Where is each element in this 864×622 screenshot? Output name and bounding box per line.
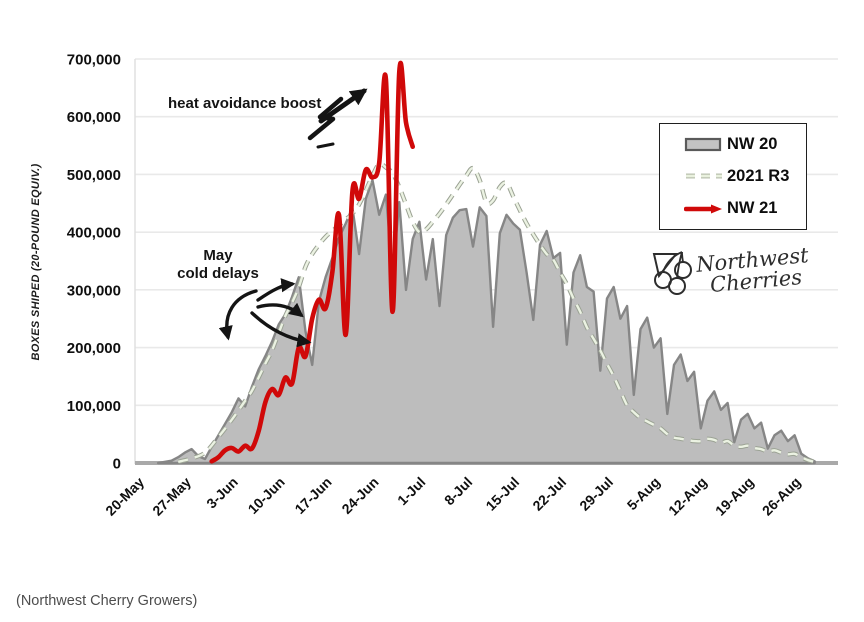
- nw20-area: [156, 179, 816, 465]
- x-tick-label: 24-Jun: [338, 474, 381, 517]
- y-tick-label: 700,000: [67, 52, 121, 69]
- may-arrow-e: [256, 302, 304, 318]
- x-tick-label: 29-Jul: [576, 474, 616, 514]
- x-tick-label: 12-Aug: [665, 474, 710, 519]
- x-tick-label: 20-May: [102, 474, 147, 519]
- x-tick-label: 15-Jul: [482, 474, 522, 514]
- legend-label-2021r3: 2021 R3: [727, 166, 790, 185]
- y-tick-label: 300,000: [67, 282, 121, 299]
- chart-series: [156, 60, 816, 465]
- y-tick-label: 200,000: [67, 340, 121, 357]
- northwest-cherries-logo: Northwest Cherries: [646, 243, 826, 306]
- legend-item-nw21: NW 21: [684, 199, 802, 218]
- legend-item-2021r3: 2021 R3: [684, 167, 802, 186]
- x-axis-labels: 20-May 27-May 3-Jun 10-Jun 17-Jun 24-Jun 1-Jul…: [102, 474, 803, 519]
- annotation-arrows: [218, 88, 368, 348]
- x-tick-label: 17-Jun: [291, 474, 334, 517]
- y-tick-label: 600,000: [67, 109, 121, 126]
- r3-swatch-icon: [686, 173, 722, 179]
- heat-dash: [316, 142, 335, 149]
- x-tick-label: 27-May: [149, 474, 194, 519]
- heat-arrow: [318, 88, 368, 124]
- x-tick-label: 5-Aug: [624, 474, 663, 513]
- annotation-may-cold-delays: May cold delays: [148, 247, 288, 283]
- cherries-icon: [652, 251, 692, 295]
- y-tick-label: 400,000: [67, 225, 121, 242]
- x-tick-label: 8-Jul: [441, 474, 475, 508]
- legend: NW 20 2021 R3 NW 21: [659, 123, 807, 230]
- x-tick-label: 10-Jun: [245, 474, 288, 517]
- nw21-line: [209, 60, 415, 464]
- x-tick-label: 22-Jul: [529, 474, 569, 514]
- legend-label-nw20: NW 20: [727, 134, 778, 153]
- annotation-heat-avoidance: heat avoidance boost: [168, 95, 322, 112]
- x-tick-label: 19-Aug: [712, 474, 757, 519]
- annotation-may-line1: May: [203, 247, 233, 264]
- y-tick-label: 500,000: [67, 167, 121, 184]
- nw21-swatch-icon: [684, 204, 722, 214]
- x-tick-label: 1-Jul: [394, 474, 428, 508]
- may-arrow-down: [218, 289, 258, 341]
- may-arrow-se: [250, 311, 312, 348]
- may-arrow-ne: [256, 278, 296, 302]
- y-tick-label: 100,000: [67, 398, 121, 415]
- x-tick-label: 3-Jun: [203, 474, 241, 512]
- nw20-swatch-icon: [684, 138, 722, 152]
- source-caption: (Northwest Cherry Growers): [16, 593, 198, 609]
- annotation-may-line2: cold delays: [177, 265, 259, 282]
- r3-dashed-line-highlight: [177, 162, 815, 463]
- y-tick-label: 0: [113, 456, 121, 473]
- legend-item-nw20: NW 20: [684, 135, 802, 154]
- legend-label-nw21: NW 21: [727, 199, 778, 218]
- y-axis-labels: 0 100,000 200,000 300,000 400,000 500,000 600,…: [67, 52, 121, 473]
- x-tick-label: 26-Aug: [759, 474, 804, 519]
